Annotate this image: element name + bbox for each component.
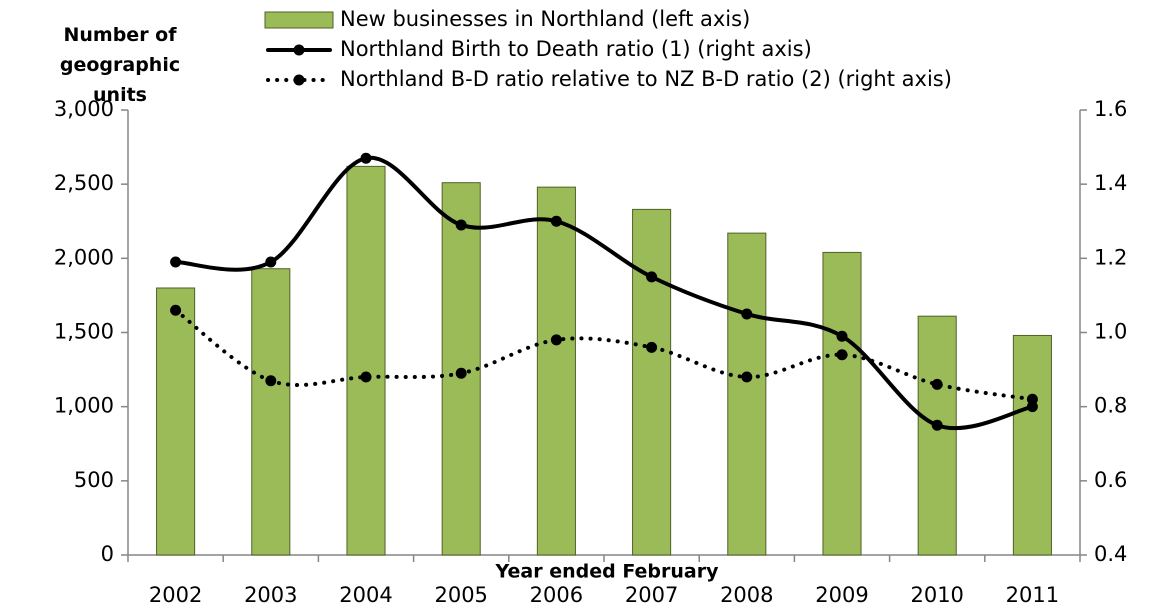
y-tick-label: 2,500 (54, 171, 114, 195)
legend-label: New businesses in Northland (left axis) (340, 7, 750, 31)
bar (822, 251, 862, 556)
legend-marker (293, 74, 305, 86)
x-tick-label: 2004 (339, 583, 392, 607)
y-tick-label: 2,000 (54, 245, 114, 269)
x-axis-title: Year ended February (495, 561, 720, 583)
y2-tick-label: 0.4 (1094, 542, 1127, 566)
line-marker (170, 304, 182, 316)
line-marker (265, 375, 277, 387)
legend-marker (293, 44, 305, 56)
line-marker (646, 271, 658, 283)
line-marker (931, 378, 943, 390)
bar (346, 165, 386, 556)
legend-label: Northland B-D ratio relative to NZ B-D r… (340, 67, 952, 91)
line-marker (550, 215, 562, 227)
line-marker (836, 330, 848, 342)
y-tick-label: 0 (101, 542, 114, 566)
bar (632, 208, 672, 556)
line-marker (455, 367, 467, 379)
y2-tick-label: 1.2 (1094, 245, 1127, 269)
line-marker (360, 152, 372, 164)
x-tick-label: 2010 (910, 583, 963, 607)
x-tick-label: 2007 (625, 583, 678, 607)
y-tick-label: 1,000 (54, 394, 114, 418)
bar (156, 287, 196, 556)
y2-tick-label: 1.4 (1094, 171, 1127, 195)
x-tick-label: 2009 (815, 583, 868, 607)
x-tick-label: 2003 (244, 583, 297, 607)
line-marker (741, 308, 753, 320)
line-marker (741, 371, 753, 383)
line-marker (931, 419, 943, 431)
x-tick-label: 2005 (434, 583, 487, 607)
line (173, 156, 1035, 431)
bar (536, 186, 576, 556)
y2-tick-label: 1.0 (1094, 320, 1127, 344)
bar (1012, 334, 1052, 556)
line-marker (550, 334, 562, 346)
x-tick-label: 2006 (530, 583, 583, 607)
line-marker (360, 371, 372, 383)
x-tick-label: 2011 (1006, 583, 1059, 607)
bar (917, 315, 957, 556)
line-marker (646, 341, 658, 353)
x-tick-label: 2002 (149, 583, 202, 607)
legend-label: Northland Birth to Death ratio (1) (righ… (340, 37, 812, 61)
line-marker (170, 256, 182, 268)
y-tick-label: 500 (74, 468, 114, 492)
y-tick-label: 1,500 (54, 320, 114, 344)
bar (251, 268, 291, 556)
line-marker (455, 219, 467, 231)
line-marker (1026, 393, 1038, 405)
y-tick-label: 3,000 (54, 97, 114, 121)
y-axis-title: Number of geographic units (59, 24, 181, 106)
y2-tick-label: 0.6 (1094, 468, 1127, 492)
y2-tick-label: 0.8 (1094, 394, 1127, 418)
y2-tick-label: 1.6 (1094, 97, 1127, 121)
line (173, 308, 1035, 402)
legend-swatch (264, 11, 334, 29)
line-marker (265, 256, 277, 268)
line-marker (836, 349, 848, 361)
bar (727, 232, 767, 556)
x-tick-label: 2008 (720, 583, 773, 607)
